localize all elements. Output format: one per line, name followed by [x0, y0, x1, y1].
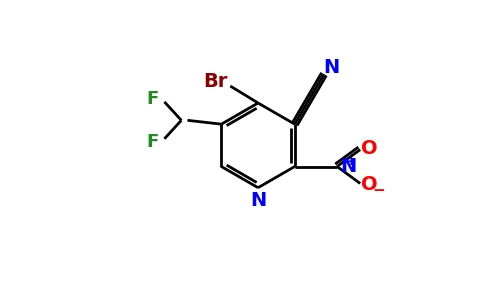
- Text: O: O: [361, 176, 378, 194]
- Text: F: F: [147, 133, 159, 151]
- Text: Br: Br: [203, 72, 227, 91]
- Text: N: N: [324, 58, 340, 77]
- Text: N: N: [340, 157, 356, 176]
- Text: −: −: [372, 183, 385, 198]
- Text: N: N: [250, 190, 266, 209]
- Text: F: F: [147, 90, 159, 108]
- Text: O: O: [361, 139, 378, 158]
- Text: +: +: [346, 154, 356, 168]
